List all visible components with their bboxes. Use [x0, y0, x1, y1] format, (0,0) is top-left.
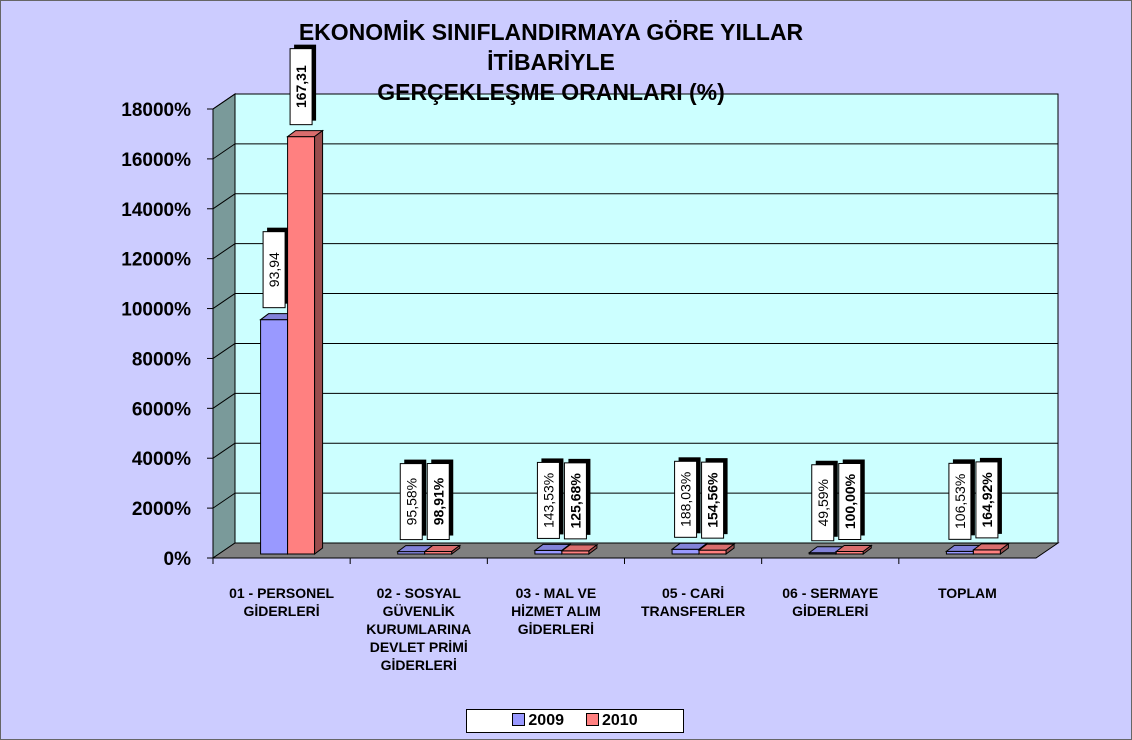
- bar: [260, 319, 289, 555]
- data-label: 143,53%: [536, 458, 564, 539]
- grid-line-side: [212, 193, 236, 210]
- data-label: 98,91%: [426, 459, 454, 541]
- label-box: [948, 462, 972, 540]
- y-tick-label: 12000%: [121, 250, 191, 271]
- grid-line-side: [212, 93, 236, 110]
- label-box: [426, 463, 450, 541]
- data-label-text: 143,53%: [540, 473, 556, 528]
- back-wall: [234, 93, 1059, 544]
- y-tick-label: 8000%: [132, 349, 191, 370]
- y-tick-label: 18000%: [121, 100, 191, 121]
- data-label-text: 167,31: [293, 65, 309, 108]
- data-label: 154,56%: [701, 458, 728, 539]
- grid-line-side: [212, 442, 236, 459]
- y-tick-label: 6000%: [132, 399, 191, 420]
- data-label-text: 106,53%: [952, 474, 968, 529]
- legend-item: 2009: [512, 712, 564, 730]
- legend-swatch: [586, 713, 599, 726]
- x-tick-label: 02 - SOSYAL GÜVENLİK KURUMLARINA DEVLET …: [366, 585, 472, 673]
- bar: [671, 548, 700, 555]
- y-tick-label: 0%: [164, 549, 192, 570]
- data-label-text: 98,91%: [430, 477, 446, 525]
- label-box: [674, 460, 698, 538]
- grid-line-side: [212, 492, 236, 509]
- y-tick-label: 14000%: [121, 200, 191, 221]
- data-label-text: 125,68%: [567, 473, 583, 529]
- data-label: 95,58%: [399, 459, 427, 541]
- bar-side: [588, 543, 598, 555]
- legend-swatch: [512, 713, 526, 726]
- grid-line-side: [212, 293, 236, 309]
- bar-side: [451, 544, 461, 555]
- data-label-text: 100,00%: [842, 473, 858, 529]
- y-tick-label: 10000%: [121, 300, 191, 321]
- data-label-text: 188,03%: [678, 472, 694, 527]
- legend-label: 2009: [528, 712, 564, 729]
- bar-side: [314, 129, 324, 555]
- label-box: [399, 463, 423, 541]
- side-wall: [212, 93, 236, 559]
- x-tick-label: 06 - SERMAYE GİDERLERİ: [782, 585, 879, 619]
- grid-line-side: [212, 392, 236, 409]
- label-box: [289, 48, 313, 126]
- data-label: 188,03%: [674, 457, 701, 538]
- bar: [287, 136, 316, 555]
- data-label-text: 164,92%: [979, 472, 995, 528]
- data-label: 167,31: [289, 44, 317, 126]
- y-tick-label: 16000%: [121, 150, 191, 171]
- legend: 2009 2010: [466, 709, 684, 733]
- bar-side: [999, 542, 1009, 555]
- data-label-text: 93,94: [266, 252, 282, 287]
- x-tick-label: 03 - MAL VE HİZMET ALIM GİDERLERİ: [511, 585, 601, 637]
- data-label-text: 95,58%: [403, 478, 419, 525]
- legend-item: 2010: [586, 712, 638, 730]
- x-tick-label: TOPLAM: [937, 585, 997, 601]
- label-box: [838, 463, 862, 541]
- chart-title: EKONOMİK SINIFLANDIRMAYA GÖRE YILLAR İTİ…: [298, 19, 804, 105]
- data-label-text: 154,56%: [705, 472, 721, 528]
- data-label: 164,92%: [975, 457, 1002, 539]
- data-label: 49,59%: [811, 460, 838, 542]
- label-box: [811, 464, 835, 542]
- data-label: 106,53%: [948, 459, 975, 540]
- data-label: 100,00%: [838, 459, 865, 541]
- bar-side: [725, 543, 735, 555]
- label-box: [563, 462, 587, 540]
- x-tick-label: 01 - PERSONEL GİDERLERİ: [229, 585, 335, 619]
- data-label: 125,68%: [563, 458, 591, 540]
- grid-line-side: [212, 243, 236, 260]
- x-tick-label: 05 - CARİ TRANSFERLER: [640, 585, 746, 619]
- label-box: [262, 231, 286, 309]
- y-tick-label: 2000%: [132, 499, 191, 520]
- bar: [534, 549, 563, 555]
- y-tick-label: 4000%: [132, 449, 191, 470]
- grid-line-side: [212, 343, 236, 359]
- label-box: [536, 461, 560, 539]
- data-label: 93,94: [262, 227, 290, 309]
- bar: [698, 549, 727, 555]
- grid-line-side: [212, 143, 236, 160]
- label-box: [975, 461, 999, 539]
- bar: [972, 549, 1001, 555]
- bar-side: [862, 544, 872, 555]
- label-box: [701, 461, 725, 539]
- floor: [211, 542, 1060, 559]
- data-label-text: 49,59%: [815, 479, 831, 526]
- legend-label: 2010: [602, 712, 638, 729]
